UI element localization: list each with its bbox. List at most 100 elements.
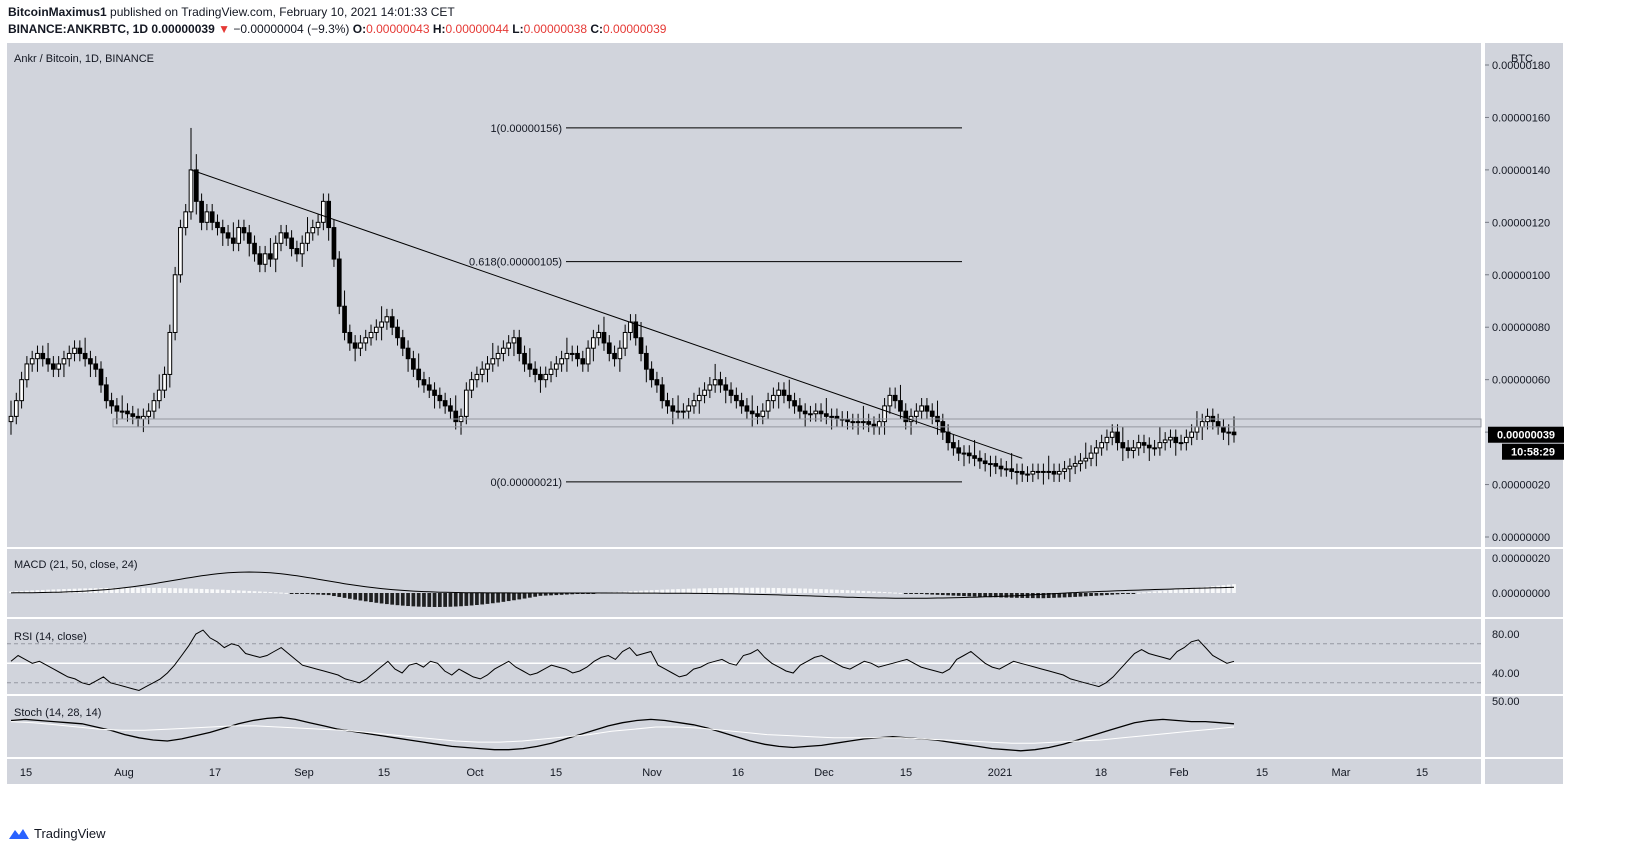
macd-histogram-bar	[167, 588, 172, 593]
candle-body	[506, 342, 512, 349]
macd-histogram-bar	[1110, 593, 1115, 595]
candle-body	[273, 242, 279, 260]
candle-body	[903, 410, 909, 423]
x-tick-label: Mar	[1332, 767, 1351, 779]
macd-histogram-bar	[734, 587, 739, 593]
candle-body	[1157, 442, 1163, 449]
macd-histogram-bar	[77, 588, 82, 593]
macd-histogram-bar	[925, 593, 929, 595]
macd-histogram-bar	[856, 590, 860, 593]
candle-body	[945, 431, 951, 444]
macd-histogram-bar	[808, 588, 813, 593]
macd-histogram-bar	[750, 587, 755, 593]
open-value: 0.00000043	[366, 22, 430, 36]
candle-body	[882, 405, 887, 423]
macd-histogram-bar	[803, 588, 808, 593]
time-axis-corner	[1485, 759, 1563, 784]
macd-histogram-bar	[448, 593, 453, 607]
macd-histogram-bar	[1226, 584, 1231, 593]
macd-histogram-bar	[19, 590, 24, 593]
candle-body	[771, 394, 776, 402]
candle-body	[1189, 431, 1194, 438]
y-tick-label: 0.00000180	[1492, 60, 1550, 72]
macd-histogram-bar	[252, 591, 257, 593]
candle-body	[813, 410, 819, 415]
candle-body	[384, 316, 390, 323]
macd-histogram-bar	[263, 591, 267, 593]
macd-line	[10, 571, 1235, 599]
macd-histogram-bar	[565, 593, 569, 595]
symbol-header: BINANCE:ANKRBTC, 1D 0.00000039 ▼ −0.0000…	[8, 22, 666, 36]
candle-body	[485, 363, 490, 370]
macd-histogram-bar	[1041, 593, 1046, 599]
candle-body	[1221, 426, 1226, 433]
stoch-line-d	[10, 721, 1235, 744]
candle-body	[130, 413, 136, 417]
candle-body	[744, 405, 750, 412]
macd-histogram-bar	[231, 590, 236, 593]
candle-body	[1078, 460, 1083, 465]
candle-body	[1025, 473, 1030, 476]
candle-body	[850, 421, 856, 424]
candle-body	[479, 368, 485, 375]
y-tick-label: 0.00000140	[1492, 165, 1550, 177]
candle-body	[114, 405, 120, 412]
macd-histogram-bar	[173, 588, 177, 593]
macd-histogram-bar	[745, 587, 749, 593]
macd-histogram-bar	[978, 593, 982, 597]
candle-body	[1093, 447, 1099, 454]
macd-histogram-bar	[840, 589, 845, 593]
price-axis-main	[1485, 43, 1563, 547]
candle-body	[252, 242, 257, 255]
macd-histogram-bar	[1200, 587, 1205, 593]
candle-body	[416, 368, 422, 381]
author-name[interactable]: BitcoinMaximus1	[8, 5, 107, 19]
macd-histogram-bar	[1136, 592, 1141, 594]
macd-histogram-bar	[369, 593, 373, 603]
candle-body	[696, 394, 702, 402]
candle-body	[109, 400, 114, 407]
candle-body	[575, 352, 580, 360]
candle-body	[797, 405, 803, 412]
macd-histogram-bar	[760, 587, 765, 593]
candle-body	[51, 363, 56, 370]
candle-body	[1051, 470, 1057, 475]
macd-histogram-bar	[215, 589, 220, 593]
candle-body	[951, 442, 956, 449]
macd-histogram-bar	[14, 591, 19, 593]
macd-histogram-bar	[453, 593, 458, 607]
macd-histogram-bar	[46, 589, 50, 593]
candle-body	[405, 347, 411, 360]
candle-body	[156, 389, 162, 402]
macd-histogram-bar	[205, 589, 209, 593]
candle-body	[389, 316, 395, 328]
macd-histogram-bar	[538, 593, 543, 596]
candle-body	[442, 400, 448, 407]
macd-histogram-bar	[1083, 593, 1088, 597]
macd-histogram-bar	[872, 591, 876, 593]
candle-body	[628, 321, 633, 333]
tradingview-brand[interactable]: TradingView	[8, 826, 106, 841]
macd-histogram-bar	[861, 590, 866, 593]
candle-body	[956, 447, 962, 454]
candle-body	[691, 400, 697, 407]
macd-histogram-bar	[273, 592, 278, 594]
macd-histogram-bar	[1173, 589, 1178, 593]
macd-histogram-bar	[363, 593, 368, 602]
candle-body	[665, 400, 670, 407]
macd-histogram-bar	[189, 588, 193, 593]
candle-body	[1168, 436, 1173, 441]
candle-body	[13, 400, 19, 417]
candle-body	[103, 384, 109, 402]
price-change: −0.00000004 (−9.3%)	[233, 22, 350, 36]
candle-body	[569, 352, 575, 355]
candle-body	[411, 358, 416, 370]
candle-body	[733, 394, 739, 402]
symbol-label[interactable]: BINANCE:ANKRBTC, 1D	[8, 22, 148, 36]
candle-body	[19, 379, 24, 402]
macd-histogram-bar	[130, 587, 135, 593]
candle-body	[469, 379, 474, 391]
candle-body	[363, 337, 369, 344]
candle-body	[501, 347, 506, 354]
